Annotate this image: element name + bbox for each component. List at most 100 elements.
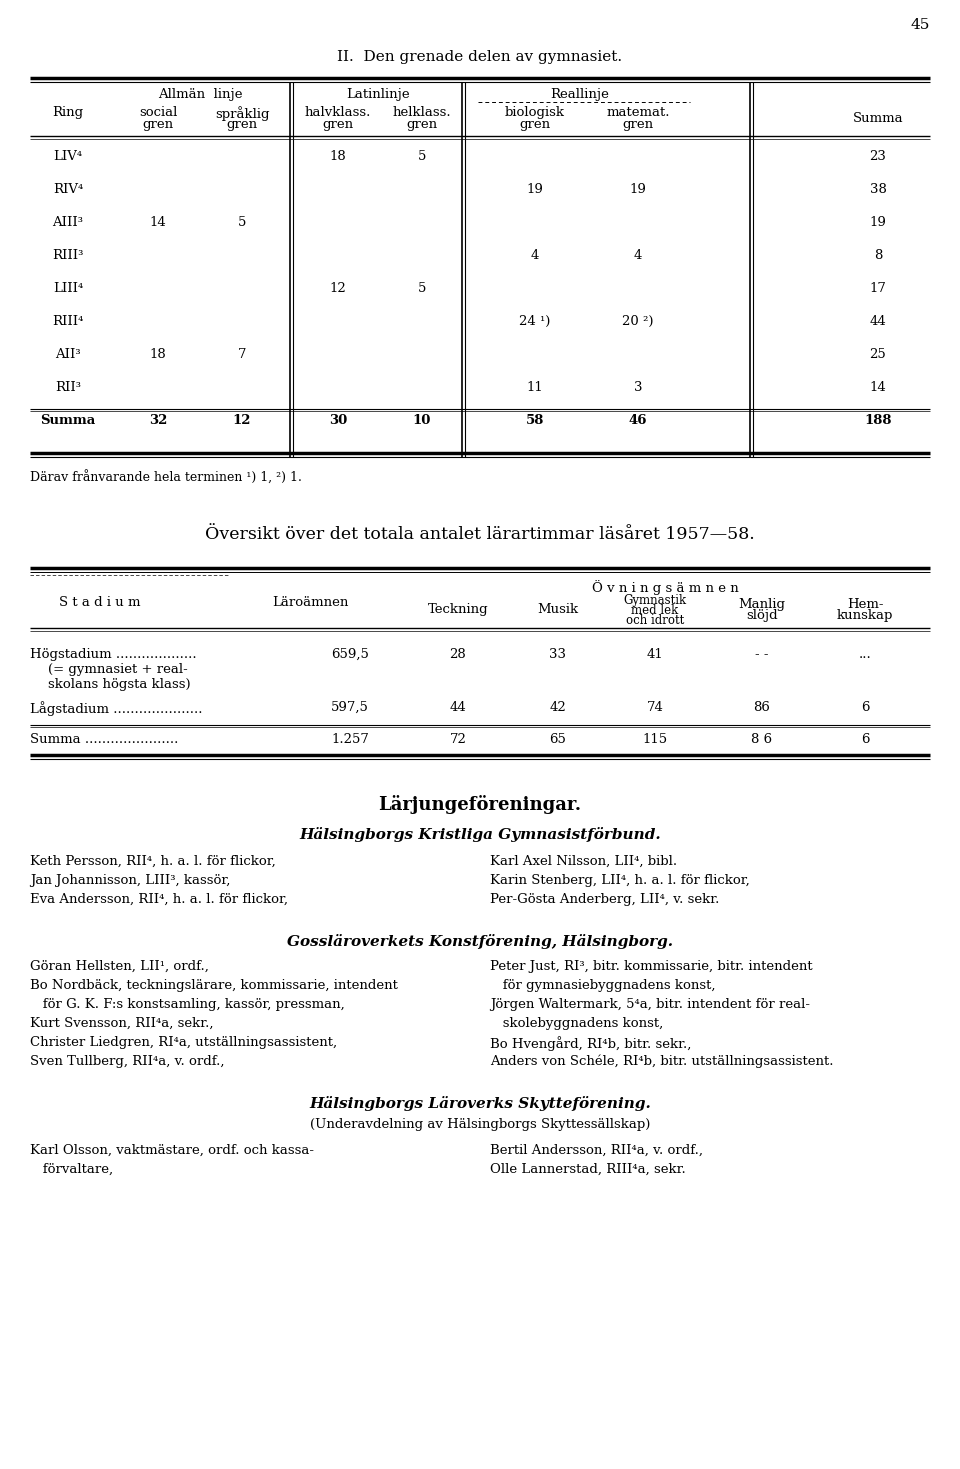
Text: (Underavdelning av Hälsingborgs Skyttessällskap): (Underavdelning av Hälsingborgs Skyttess…: [310, 1118, 650, 1131]
Text: matemat.: matemat.: [607, 106, 670, 119]
Text: 74: 74: [647, 701, 663, 714]
Text: LIV⁴: LIV⁴: [54, 150, 83, 163]
Text: Peter Just, RI³, bitr. kommissarie, bitr. intendent: Peter Just, RI³, bitr. kommissarie, bitr…: [490, 961, 812, 972]
Text: Lärjungeföreningar.: Lärjungeföreningar.: [378, 795, 582, 814]
Text: språklig: språklig: [215, 106, 269, 120]
Text: Hälsingborgs Läroverks Skytteförening.: Hälsingborgs Läroverks Skytteförening.: [309, 1096, 651, 1111]
Text: Anders von Schéle, RI⁴b, bitr. utställningsassistent.: Anders von Schéle, RI⁴b, bitr. utställni…: [490, 1055, 833, 1068]
Text: S t a d i u m: S t a d i u m: [60, 596, 141, 610]
Text: 8 6: 8 6: [752, 733, 773, 746]
Text: Hälsingborgs Kristliga Gymnasistförbund.: Hälsingborgs Kristliga Gymnasistförbund.: [300, 827, 660, 842]
Text: biologisk: biologisk: [505, 106, 565, 119]
Text: 65: 65: [549, 733, 566, 746]
Text: Bo Hvengård, RI⁴b, bitr. sekr.,: Bo Hvengård, RI⁴b, bitr. sekr.,: [490, 1036, 691, 1050]
Text: 11: 11: [527, 380, 543, 394]
Text: Summa: Summa: [40, 414, 96, 427]
Text: helklass.: helklass.: [393, 106, 451, 119]
Text: Bertil Andersson, RII⁴a, v. ordf.,: Bertil Andersson, RII⁴a, v. ordf.,: [490, 1144, 703, 1158]
Text: med lek: med lek: [632, 604, 679, 617]
Text: 597,5: 597,5: [331, 701, 369, 714]
Text: 12: 12: [329, 282, 347, 295]
Text: Jan Johannisson, LIII³, kassör,: Jan Johannisson, LIII³, kassör,: [30, 874, 230, 887]
Text: 41: 41: [647, 648, 663, 661]
Text: 12: 12: [232, 414, 252, 427]
Text: Hem-: Hem-: [847, 598, 883, 611]
Text: 72: 72: [449, 733, 467, 746]
Text: II.  Den grenade delen av gymnasiet.: II. Den grenade delen av gymnasiet.: [337, 50, 623, 65]
Text: 659,5: 659,5: [331, 648, 369, 661]
Text: 44: 44: [449, 701, 467, 714]
Text: 188: 188: [864, 414, 892, 427]
Text: Per-Gösta Anderberg, LII⁴, v. sekr.: Per-Gösta Anderberg, LII⁴, v. sekr.: [490, 893, 719, 906]
Text: skolebyggnadens konst,: skolebyggnadens konst,: [490, 1017, 663, 1030]
Text: Kurt Svensson, RII⁴a, sekr.,: Kurt Svensson, RII⁴a, sekr.,: [30, 1017, 213, 1030]
Text: kunskap: kunskap: [837, 610, 893, 621]
Text: Karl Olsson, vaktmästare, ordf. och kassa-: Karl Olsson, vaktmästare, ordf. och kass…: [30, 1144, 314, 1158]
Text: 14: 14: [150, 216, 166, 229]
Text: 25: 25: [870, 348, 886, 361]
Text: Sven Tullberg, RII⁴a, v. ordf.,: Sven Tullberg, RII⁴a, v. ordf.,: [30, 1055, 225, 1068]
Text: Christer Liedgren, RI⁴a, utställningsassistent,: Christer Liedgren, RI⁴a, utställningsass…: [30, 1036, 337, 1049]
Text: 115: 115: [642, 733, 667, 746]
Text: 19: 19: [630, 184, 646, 195]
Text: 5: 5: [418, 150, 426, 163]
Text: (= gymnasiet + real-: (= gymnasiet + real-: [48, 663, 188, 676]
Text: 17: 17: [870, 282, 886, 295]
Text: Gossläroverkets Konstförening, Hälsingborg.: Gossläroverkets Konstförening, Hälsingbo…: [287, 934, 673, 949]
Text: 7: 7: [238, 348, 247, 361]
Text: 19: 19: [527, 184, 543, 195]
Text: 42: 42: [550, 701, 566, 714]
Text: RII³: RII³: [55, 380, 81, 394]
Text: 4: 4: [531, 250, 540, 261]
Text: LIII⁴: LIII⁴: [53, 282, 84, 295]
Text: Högstadium ...................: Högstadium ...................: [30, 648, 197, 661]
Text: halvklass.: halvklass.: [305, 106, 372, 119]
Text: 18: 18: [150, 348, 166, 361]
Text: förvaltare,: förvaltare,: [30, 1163, 113, 1177]
Text: gren: gren: [519, 118, 551, 131]
Text: slöjd: slöjd: [746, 610, 778, 621]
Text: och idrott: och idrott: [626, 614, 684, 627]
Text: Summa ......................: Summa ......................: [30, 733, 179, 746]
Text: 45: 45: [911, 18, 930, 32]
Text: 1.257: 1.257: [331, 733, 369, 746]
Text: 10: 10: [413, 414, 431, 427]
Text: RIII⁴: RIII⁴: [52, 314, 84, 328]
Text: Därav frånvarande hela terminen ¹) 1, ²) 1.: Därav frånvarande hela terminen ¹) 1, ²)…: [30, 472, 301, 485]
Text: 32: 32: [149, 414, 167, 427]
Text: 4: 4: [634, 250, 642, 261]
Text: RIII³: RIII³: [52, 250, 84, 261]
Text: Göran Hellsten, LII¹, ordf.,: Göran Hellsten, LII¹, ordf.,: [30, 961, 209, 972]
Text: 14: 14: [870, 380, 886, 394]
Text: 28: 28: [449, 648, 467, 661]
Text: 19: 19: [870, 216, 886, 229]
Text: Keth Persson, RII⁴, h. a. l. för flickor,: Keth Persson, RII⁴, h. a. l. för flickor…: [30, 855, 276, 868]
Text: Jörgen Waltermark, 5⁴a, bitr. intendent för real-: Jörgen Waltermark, 5⁴a, bitr. intendent …: [490, 997, 810, 1011]
Text: 5: 5: [238, 216, 246, 229]
Text: skolans högsta klass): skolans högsta klass): [48, 679, 191, 690]
Text: Karl Axel Nilsson, LII⁴, bibl.: Karl Axel Nilsson, LII⁴, bibl.: [490, 855, 677, 868]
Text: gren: gren: [406, 118, 438, 131]
Text: 3: 3: [634, 380, 642, 394]
Text: Teckning: Teckning: [428, 602, 489, 616]
Text: för gymnasiebyggnadens konst,: för gymnasiebyggnadens konst,: [490, 978, 715, 992]
Text: Latinlinje: Latinlinje: [347, 88, 410, 101]
Text: Allmän  linje: Allmän linje: [157, 88, 242, 101]
Text: 38: 38: [870, 184, 886, 195]
Text: 6: 6: [861, 733, 869, 746]
Text: Ring: Ring: [53, 106, 84, 119]
Text: 44: 44: [870, 314, 886, 328]
Text: Olle Lannerstad, RIII⁴a, sekr.: Olle Lannerstad, RIII⁴a, sekr.: [490, 1163, 685, 1177]
Text: 86: 86: [754, 701, 771, 714]
Text: social: social: [139, 106, 178, 119]
Text: Läroämnen: Läroämnen: [272, 596, 348, 610]
Text: Reallinje: Reallinje: [551, 88, 610, 101]
Text: gren: gren: [323, 118, 353, 131]
Text: - -: - -: [756, 648, 769, 661]
Text: ...: ...: [858, 648, 872, 661]
Text: Ö v n i n g s ä m n e n: Ö v n i n g s ä m n e n: [591, 580, 738, 595]
Text: Eva Andersson, RII⁴, h. a. l. för flickor,: Eva Andersson, RII⁴, h. a. l. för flicko…: [30, 893, 288, 906]
Text: 5: 5: [418, 282, 426, 295]
Text: för G. K. F:s konstsamling, kassör, pressman,: för G. K. F:s konstsamling, kassör, pres…: [30, 997, 345, 1011]
Text: 46: 46: [629, 414, 647, 427]
